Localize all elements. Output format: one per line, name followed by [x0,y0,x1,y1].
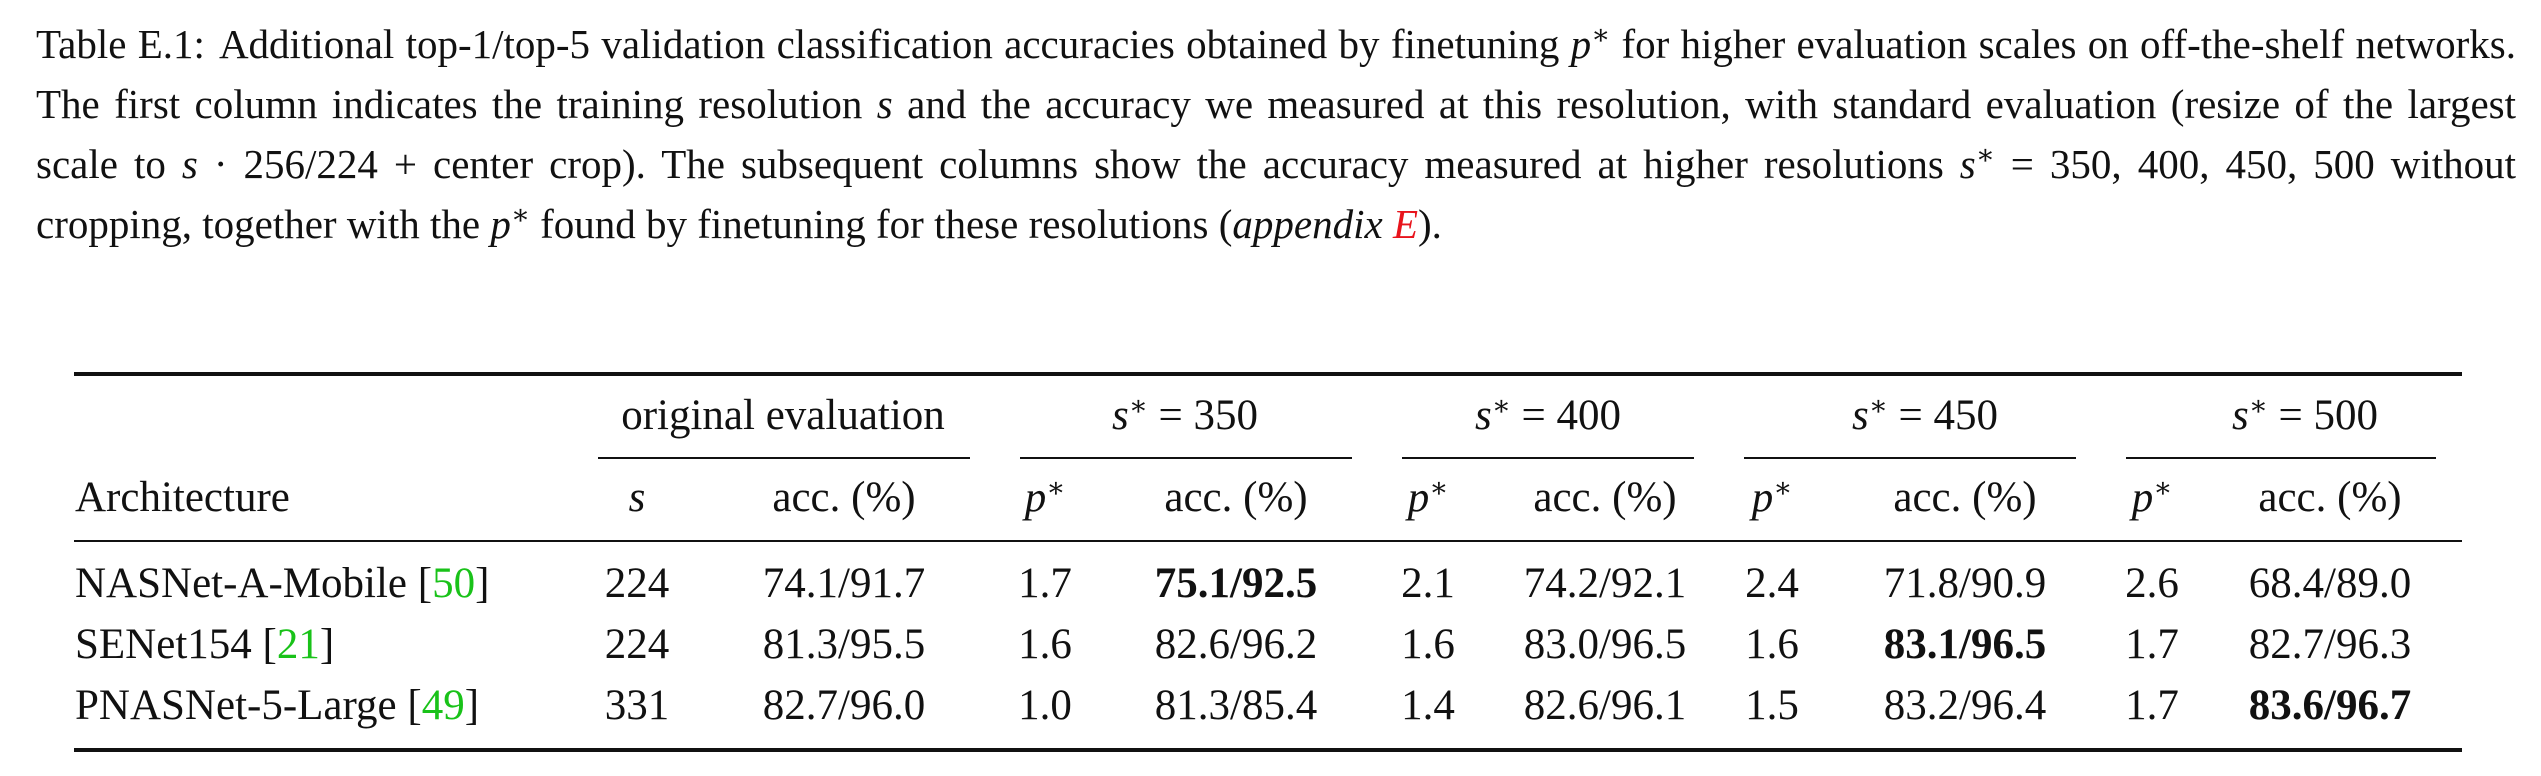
row2-p450: 1.6 [1745,621,1799,668]
row1-acc400: 74.2/92.1 [1523,560,1687,607]
caption-appendix-link[interactable]: E [1392,201,1419,247]
row2-acc: 81.3/95.5 [762,621,926,668]
row1-acc: 74.1/91.7 [762,560,926,607]
group-header-s500: s∗ = 500 [2231,391,2379,439]
table-top-rule [74,372,2462,376]
row1-acc500: 68.4/89.0 [2248,560,2412,607]
table-mid-rule [74,540,2462,542]
row2-acc500: 82.7/96.3 [2248,621,2412,668]
row1-p500: 2.6 [2125,560,2179,607]
row2-p500: 1.7 [2125,621,2179,668]
row2-citation[interactable]: 21 [276,621,320,668]
table-caption: Table E.1: Additional top-1/top-5 validat… [36,20,2517,247]
row3-acc350: 81.3/85.4 [1154,682,1318,729]
row3-citation[interactable]: 49 [421,682,465,729]
row1-p350: 1.7 [1018,560,1072,607]
caption-text-4: · 256/224 + center crop). The subsequent… [197,141,1960,187]
row2-p350: 1.6 [1018,621,1072,668]
col-header-acc500: acc. (%) [2258,474,2402,521]
row2-architecture: SENet154 [21] [75,621,335,668]
row3-architecture: PNASNet-5-Large [49] [75,682,480,729]
cmidrule-s350 [1020,457,1352,459]
col-header-acc450: acc. (%) [1893,474,2037,521]
col-header-acc: acc. (%) [772,474,916,521]
row3-acc: 82.7/96.0 [762,682,926,729]
cmidrule-original [598,457,970,459]
group-header-original: original evaluation [621,392,945,439]
row3-p350: 1.0 [1018,682,1072,729]
cmidrule-s500 [2126,457,2436,459]
row2-acc400: 83.0/96.5 [1523,621,1687,668]
row3-acc450: 83.2/96.4 [1883,682,2047,729]
row1-citation[interactable]: 50 [432,560,476,607]
caption-text-7: ). [1418,201,1442,247]
row3-p500: 1.7 [2125,682,2179,729]
col-header-acc400: acc. (%) [1533,474,1677,521]
row3-p450: 1.5 [1745,682,1799,729]
row2-acc350: 82.6/96.2 [1154,621,1318,668]
cmidrule-s400 [1402,457,1694,459]
group-header-s350: s∗ = 350 [1111,391,1259,439]
table-bottom-rule [74,748,2462,752]
row1-s: 224 [604,560,670,607]
row3-acc400: 82.6/96.1 [1523,682,1687,729]
group-header-s450: s∗ = 450 [1851,391,1999,439]
col-header-s: s [628,474,646,521]
caption-text-6: found by finetuning for these resolution… [529,201,1233,247]
row1-architecture: NASNet-A-Mobile [50] [75,560,490,607]
col-header-p350: p∗ [1024,473,1066,521]
row1-p400: 2.1 [1401,560,1455,607]
row3-s: 331 [604,682,670,729]
col-header-p500: p∗ [2131,473,2173,521]
row2-s: 224 [604,621,670,668]
row1-acc350: 75.1/92.5 [1154,560,1318,607]
caption-text-3: and the accuracy we measured at this res… [36,81,2516,187]
col-header-acc350: acc. (%) [1164,474,1308,521]
caption-text-1: Additional top-1/top-5 validation classi… [218,21,1571,67]
caption-appendix: appendix [1232,201,1383,247]
row3-acc500: 83.6/96.7 [2248,682,2412,729]
row2-p400: 1.6 [1401,621,1455,668]
row2-acc450: 83.1/96.5 [1883,621,2047,668]
group-header-s400: s∗ = 400 [1474,391,1622,439]
caption-text-2: for higher evaluation scales on off-the-… [36,21,2517,127]
row1-acc450: 71.8/90.9 [1883,560,2047,607]
caption-text-5: = 350, 400, 450, 500 without cropping, t… [36,141,2516,247]
cmidrule-s450 [1744,457,2076,459]
row1-p450: 2.4 [1745,560,1799,607]
caption-label: Table E.1: [36,21,205,67]
col-header-architecture: Architecture [75,474,290,521]
row3-p400: 1.4 [1401,682,1455,729]
col-header-p450: p∗ [1751,473,1793,521]
col-header-p400: p∗ [1407,473,1449,521]
